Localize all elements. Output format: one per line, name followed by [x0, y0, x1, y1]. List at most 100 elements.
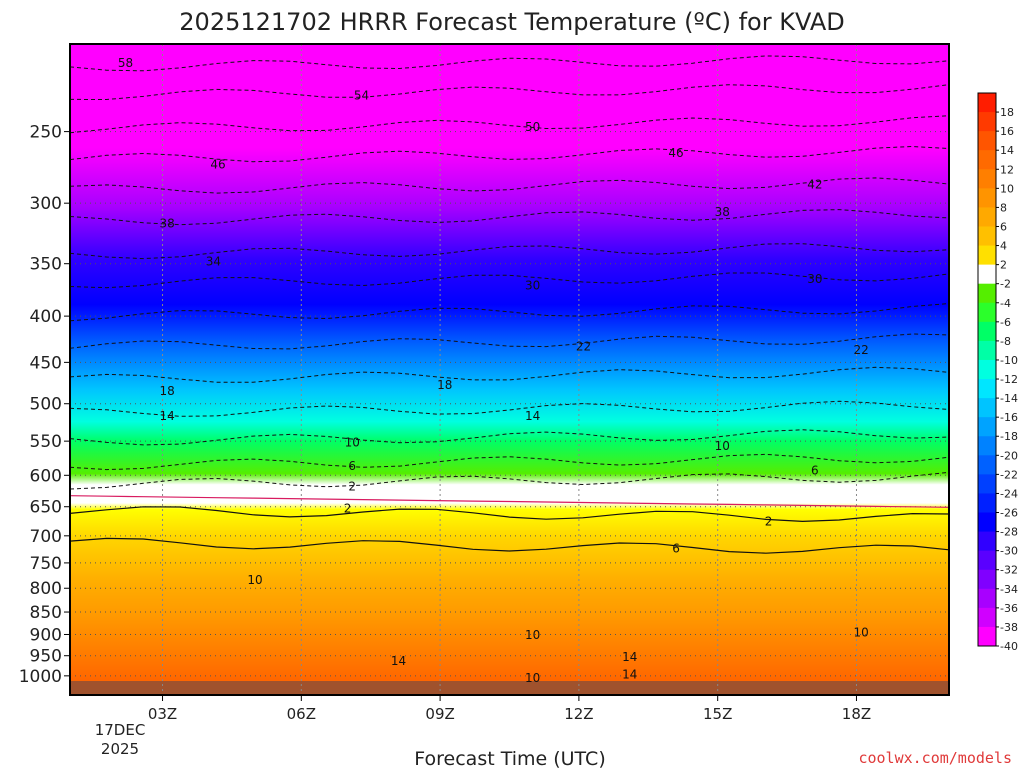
y-tick-label: 600 — [30, 466, 62, 486]
colorbar-label: -18 — [1000, 430, 1018, 443]
contour-label: 34 — [206, 254, 221, 268]
y-tick-label: 800 — [30, 579, 62, 599]
y-tick-label: 300 — [30, 194, 62, 214]
temperature-field — [70, 44, 949, 695]
colorbar-swatch — [978, 493, 996, 514]
colorbar-label: 4 — [1000, 240, 1007, 253]
y-tick-label: 1000 — [19, 667, 62, 687]
contour-label: 2 — [765, 515, 773, 529]
ground-layer — [70, 681, 949, 695]
contour-label: 10 — [525, 671, 540, 685]
contour-label: 38 — [715, 205, 730, 219]
y-axis: 2503003504004505005506006507007508008509… — [19, 123, 70, 687]
contour-label: 2 — [348, 479, 356, 493]
colorbar-swatch — [978, 131, 996, 151]
chart-title: 2025121702 HRRR Forecast Temperature (ºC… — [179, 8, 844, 36]
contour-label: 30 — [807, 272, 822, 286]
colorbar-label: -32 — [1000, 564, 1018, 577]
y-tick-label: 750 — [30, 554, 62, 574]
colorbar-swatch — [978, 226, 996, 247]
contour-label: 58 — [118, 56, 133, 70]
colorbar-swatch — [978, 417, 996, 437]
isotherm-line — [69, 429, 950, 446]
colorbar-label: 2 — [1000, 259, 1007, 272]
colorbar-swatch — [978, 474, 996, 494]
colorbar-label: -2 — [1000, 278, 1011, 291]
colorbar-swatch — [978, 169, 996, 189]
colorbar-swatch — [978, 150, 996, 170]
colorbar-swatch — [978, 550, 996, 571]
freezing-line — [69, 495, 950, 508]
date-label-day: 17DEC — [95, 721, 146, 739]
colorbar-label: 16 — [1000, 125, 1014, 138]
contour-label: 14 — [391, 654, 406, 668]
x-tick-label: 09Z — [425, 705, 454, 723]
colorbar-swatch — [978, 93, 996, 113]
contour-label: 46 — [668, 146, 683, 160]
colorbar-swatch — [978, 455, 996, 475]
contour-label: 14 — [525, 409, 540, 423]
contour-label: 50 — [525, 120, 540, 134]
colorbar-label: -20 — [1000, 449, 1018, 462]
contour-label: 14 — [622, 650, 637, 664]
colorbar-swatch — [978, 607, 996, 628]
colorbar-swatch — [978, 112, 996, 132]
colorbar-label: -22 — [1000, 468, 1018, 481]
grid — [70, 44, 949, 695]
contour-label: 10 — [247, 573, 262, 587]
y-tick-label: 450 — [30, 353, 62, 373]
contour-label: 10 — [853, 625, 868, 639]
colorbar-label: -10 — [1000, 354, 1018, 367]
x-axis: 03Z 06Z 09Z 12Z 15Z 18Z — [148, 695, 871, 723]
y-tick-label: 550 — [30, 432, 62, 452]
colorbar-label: -28 — [1000, 526, 1018, 539]
isotherm-line — [69, 243, 950, 260]
colorbar-frame — [977, 92, 997, 647]
colorbar-label: -40 — [1000, 640, 1018, 653]
contour-label: 6 — [672, 542, 680, 556]
contour-label: 14 — [160, 409, 175, 423]
contour-label: 42 — [807, 177, 822, 191]
colorbar-swatch — [978, 283, 996, 304]
x-tick-label: 18Z — [842, 705, 871, 723]
colorbar-label: -12 — [1000, 373, 1018, 386]
colorbar-swatch — [978, 626, 996, 647]
colorbar-label: -26 — [1000, 507, 1018, 520]
y-tick-label: 350 — [30, 255, 62, 275]
contour-label: 6 — [811, 464, 819, 478]
watermark: coolwx.com/models — [858, 749, 1012, 767]
colorbar-swatch — [978, 359, 996, 380]
y-tick-label: 650 — [30, 498, 62, 518]
colorbar-swatch — [978, 245, 996, 266]
contour-label: 14 — [622, 668, 637, 682]
colorbar: 18 16 14 12 10 8 6 4 2 -2 -4 -6 -8 -10 -12 -14 -16 -18 -20… — [977, 92, 1018, 653]
isotherm-line — [69, 115, 950, 134]
colorbar-swatch — [978, 379, 996, 399]
contour-label: 10 — [345, 436, 360, 450]
isotherm-line — [69, 333, 950, 350]
colorbar-label: 10 — [1000, 182, 1014, 195]
y-tick-label: 250 — [30, 123, 62, 143]
colorbar-label: -8 — [1000, 335, 1011, 348]
colorbar-swatch — [978, 340, 996, 361]
isotherm-line — [69, 272, 950, 289]
y-tick-label: 400 — [30, 307, 62, 327]
contour-label: 2 — [344, 502, 352, 516]
x-tick-label: 06Z — [287, 705, 316, 723]
isotherm-line — [69, 537, 950, 554]
isotherm-line — [69, 55, 950, 72]
colorbar-label: -16 — [1000, 411, 1018, 424]
colorbar-swatch — [978, 321, 996, 342]
contour-label: 10 — [715, 439, 730, 453]
x-tick-label: 12Z — [564, 705, 593, 723]
contour-label: 38 — [160, 217, 175, 231]
contour-label: 18 — [160, 384, 175, 398]
plot-frame — [69, 43, 950, 696]
colorbar-label: -24 — [1000, 487, 1018, 500]
colorbar-label: 18 — [1000, 106, 1014, 119]
colorbar-swatch — [978, 436, 996, 456]
colorbar-swatch — [978, 531, 996, 552]
colorbar-label: 14 — [1000, 144, 1014, 157]
